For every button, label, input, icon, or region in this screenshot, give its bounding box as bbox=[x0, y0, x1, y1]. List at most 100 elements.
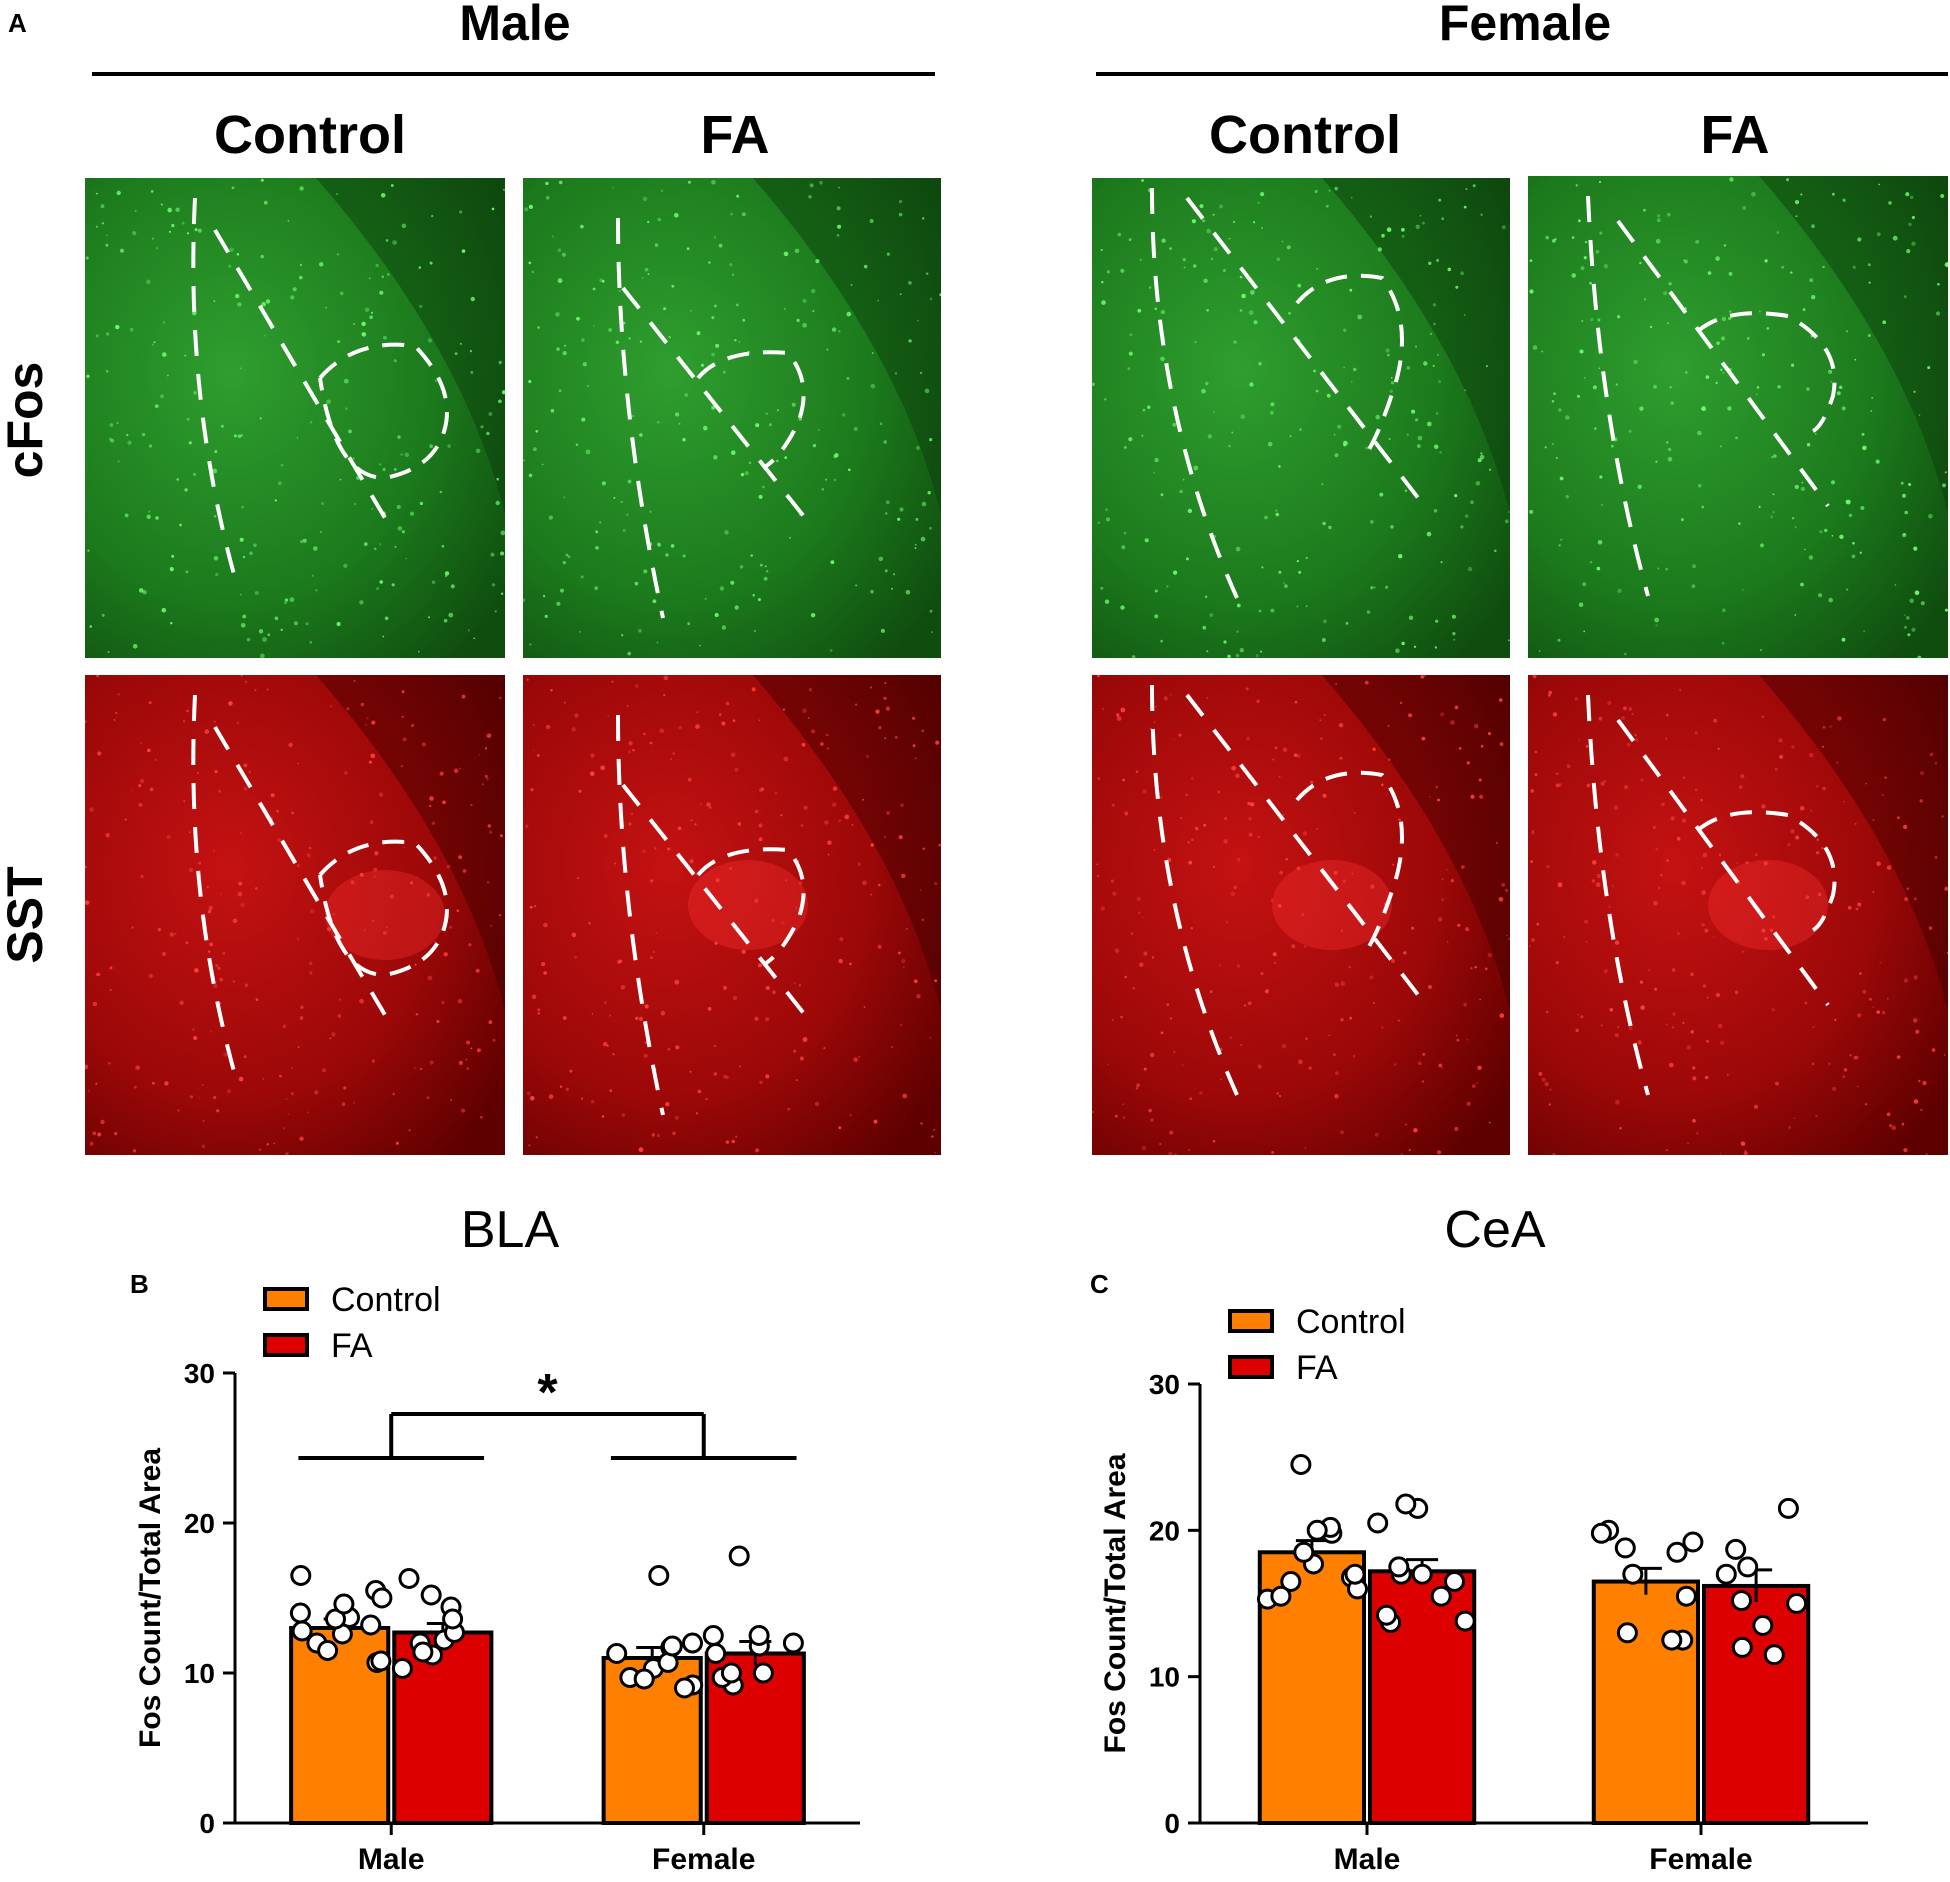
data-point bbox=[1614, 1537, 1636, 1559]
data-point bbox=[748, 1625, 770, 1646]
bar-chart-bla: B 0 10 20 30 Fos Count/Total Area Male Female * C… bbox=[130, 1269, 860, 1876]
data-point bbox=[289, 1602, 311, 1624]
y-tick-label: 30 bbox=[184, 1358, 215, 1389]
y-tick-label: 0 bbox=[1164, 1808, 1180, 1839]
y-tick-label: 0 bbox=[199, 1808, 215, 1839]
data-point bbox=[1786, 1593, 1808, 1614]
micrograph-male-fa-cfos bbox=[523, 178, 941, 658]
data-point bbox=[398, 1568, 420, 1589]
data-point bbox=[728, 1545, 750, 1567]
female-underline bbox=[1096, 72, 1948, 76]
x-tick-label: Male bbox=[1334, 1843, 1401, 1876]
legend-swatch-control bbox=[1228, 1309, 1274, 1333]
data-point bbox=[412, 1641, 434, 1663]
male-fa-title: FA bbox=[700, 105, 770, 165]
data-point bbox=[1306, 1519, 1328, 1541]
data-point bbox=[1622, 1563, 1644, 1585]
data-point bbox=[442, 1608, 464, 1630]
data-point bbox=[1344, 1563, 1366, 1585]
data-point bbox=[370, 1650, 392, 1672]
micrograph-female-fa-sst bbox=[1528, 675, 1948, 1155]
data-point bbox=[720, 1662, 742, 1684]
data-point bbox=[1293, 1541, 1315, 1563]
data-point bbox=[782, 1632, 804, 1654]
data-point bbox=[702, 1625, 724, 1646]
data-point bbox=[1280, 1571, 1302, 1592]
data-point bbox=[661, 1635, 683, 1657]
data-point bbox=[1430, 1585, 1452, 1607]
y-tick-label: 20 bbox=[1149, 1515, 1180, 1546]
significance-label: * bbox=[537, 1364, 558, 1422]
data-point bbox=[291, 1620, 313, 1642]
data-point bbox=[682, 1632, 703, 1654]
female-title: Female bbox=[1438, 0, 1612, 51]
data-point bbox=[1675, 1585, 1697, 1607]
micrograph-male-fa-sst bbox=[523, 675, 941, 1155]
female-control-title: Control bbox=[1209, 105, 1401, 165]
data-point bbox=[1752, 1615, 1774, 1636]
panel-a-letter: A bbox=[8, 8, 27, 38]
sst-row-label: SST bbox=[0, 866, 53, 964]
data-point bbox=[1411, 1563, 1433, 1585]
panel-letter: B bbox=[130, 1269, 149, 1299]
micrograph-female-control-cfos bbox=[1092, 178, 1510, 658]
legend-label-fa: FA bbox=[1296, 1349, 1338, 1387]
y-tick-label: 30 bbox=[1149, 1369, 1180, 1400]
data-point bbox=[371, 1587, 393, 1609]
y-axis-label: Fos Count/Total Area bbox=[134, 1448, 167, 1748]
data-point bbox=[317, 1640, 339, 1661]
data-point bbox=[1616, 1622, 1638, 1644]
data-point bbox=[1395, 1493, 1417, 1515]
cfos-row-label: cFos bbox=[0, 361, 53, 479]
legend-label-fa: FA bbox=[331, 1327, 373, 1365]
data-point bbox=[1763, 1644, 1785, 1666]
y-tick-label: 20 bbox=[184, 1508, 215, 1539]
data-point bbox=[290, 1565, 312, 1586]
data-point bbox=[333, 1593, 355, 1615]
legend-swatch-fa bbox=[1228, 1355, 1274, 1379]
male-control-title: Control bbox=[214, 105, 406, 165]
data-point bbox=[420, 1584, 442, 1606]
bar-chart-cea: C 0 10 20 30 Fos Count/Total Area Male Female Co… bbox=[1090, 1269, 1868, 1876]
data-point bbox=[606, 1643, 628, 1664]
data-point bbox=[1715, 1563, 1737, 1585]
data-point bbox=[1731, 1590, 1752, 1612]
micrograph-female-fa-cfos bbox=[1528, 176, 1948, 658]
x-tick-label: Female bbox=[1649, 1843, 1752, 1876]
data-point bbox=[674, 1677, 695, 1699]
data-point bbox=[1367, 1512, 1389, 1534]
chart-c-title: CeA bbox=[1444, 1201, 1546, 1259]
female-fa-title: FA bbox=[1700, 105, 1770, 165]
bar-control-female bbox=[1591, 1579, 1701, 1825]
data-point bbox=[1444, 1571, 1465, 1592]
panel-letter: C bbox=[1090, 1269, 1109, 1299]
data-point bbox=[1661, 1629, 1683, 1651]
data-point bbox=[1731, 1636, 1753, 1658]
data-point bbox=[633, 1668, 655, 1690]
data-point bbox=[1666, 1541, 1688, 1563]
micrograph-female-control-sst bbox=[1092, 675, 1510, 1155]
legend-swatch-control bbox=[263, 1287, 309, 1311]
y-tick-label: 10 bbox=[1149, 1662, 1180, 1693]
legend-label-control: Control bbox=[331, 1281, 441, 1319]
data-point bbox=[1290, 1454, 1312, 1475]
data-point bbox=[1388, 1556, 1410, 1578]
male-underline bbox=[92, 72, 935, 76]
data-point bbox=[360, 1614, 382, 1636]
male-title: Male bbox=[459, 0, 571, 51]
significance-bracket bbox=[298, 1412, 797, 1460]
y-tick-label: 10 bbox=[184, 1658, 215, 1689]
chart-b-title: BLA bbox=[460, 1201, 560, 1259]
micrograph-male-control-cfos bbox=[85, 178, 505, 658]
data-point bbox=[1737, 1556, 1759, 1578]
data-point bbox=[1725, 1538, 1747, 1560]
x-tick-label: Female bbox=[652, 1843, 755, 1876]
legend-swatch-fa bbox=[263, 1333, 309, 1357]
data-point bbox=[1777, 1497, 1799, 1519]
y-axis-label: Fos Count/Total Area bbox=[1099, 1453, 1132, 1753]
data-point bbox=[1270, 1585, 1292, 1607]
data-point bbox=[391, 1658, 413, 1679]
data-point bbox=[648, 1565, 670, 1586]
data-point bbox=[1454, 1610, 1476, 1632]
data-point bbox=[705, 1643, 727, 1664]
